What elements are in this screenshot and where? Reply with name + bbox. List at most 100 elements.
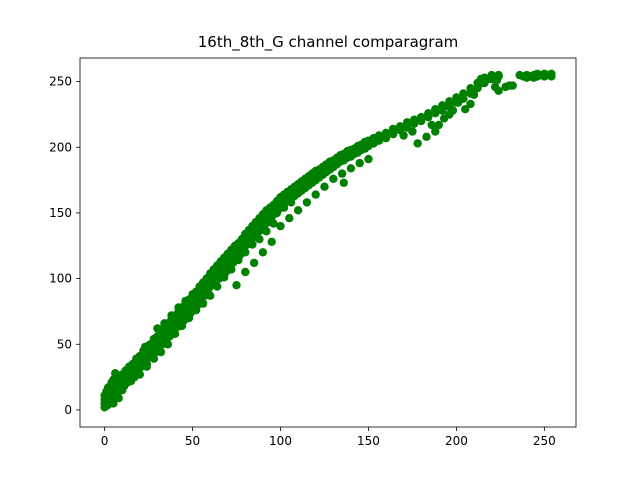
scatter-point xyxy=(170,329,180,338)
scatter-point xyxy=(114,393,123,403)
scatter-point xyxy=(508,81,517,90)
scatter-point xyxy=(494,86,503,96)
scatter-point xyxy=(374,131,384,140)
scatter-point xyxy=(198,299,208,308)
scatter-point xyxy=(265,216,275,225)
x-tick-label: 0 xyxy=(101,434,109,448)
scatter-point xyxy=(427,120,436,130)
x-tick-label: 250 xyxy=(533,434,556,448)
scatter-point xyxy=(381,128,391,138)
scatter-point xyxy=(258,221,268,231)
scatter-point xyxy=(209,267,218,277)
scatter-point xyxy=(220,273,229,282)
scatter-point xyxy=(454,98,463,107)
y-tick-label: 150 xyxy=(49,206,72,220)
scatter-point xyxy=(399,131,408,140)
scatter-point xyxy=(258,248,268,257)
scatter-point xyxy=(466,84,475,93)
scatter-point xyxy=(395,122,405,131)
scatter-point xyxy=(188,290,197,299)
scatter-point xyxy=(286,198,296,207)
scatter-point xyxy=(249,258,259,268)
scatter-point xyxy=(388,124,398,134)
scatter-point xyxy=(174,303,183,312)
scatter-point xyxy=(195,282,204,291)
scatter-point xyxy=(156,347,166,357)
scatter-point xyxy=(302,198,312,207)
x-tick-label: 50 xyxy=(185,434,200,448)
y-tick-label: 200 xyxy=(49,140,72,154)
scatter-point xyxy=(320,182,329,191)
scatter-point xyxy=(244,232,254,241)
x-tick-label: 200 xyxy=(445,434,468,448)
x-tick-label: 100 xyxy=(269,434,292,448)
scatter-points xyxy=(100,69,556,412)
scatter-point xyxy=(241,248,250,257)
scatter-point xyxy=(206,291,215,300)
scatter-point xyxy=(135,370,144,379)
axes-frame xyxy=(79,57,577,428)
scatter-point xyxy=(413,139,422,148)
scatter-point xyxy=(276,221,285,231)
scatter-point xyxy=(311,190,320,199)
scatter-point xyxy=(483,74,493,84)
y-tick-label: 100 xyxy=(49,272,72,286)
scatter-point xyxy=(459,89,468,98)
scatter-point xyxy=(529,73,538,82)
scatter-point xyxy=(337,169,347,178)
scatter-point xyxy=(466,99,475,109)
scatter-point xyxy=(438,101,447,110)
scatter-point xyxy=(216,261,225,270)
scatter-point xyxy=(417,112,426,122)
scatter-point xyxy=(434,120,443,130)
chart-title: 16th_8th_G channel comparagram xyxy=(197,33,459,51)
x-tick-label: 150 xyxy=(357,434,380,448)
scatter-point xyxy=(422,132,431,141)
scatter-point xyxy=(223,254,232,264)
scatter-point xyxy=(267,237,276,246)
scatter-point xyxy=(160,319,169,328)
scatter-point xyxy=(237,240,246,249)
scatter-point xyxy=(181,296,190,306)
scatter-point xyxy=(109,399,118,408)
scatter-point xyxy=(167,311,176,320)
scatter-point xyxy=(184,313,194,323)
axes: 0 50 100 150 200 250 0 50 100 150 200 250 xyxy=(49,57,577,448)
scatter-point xyxy=(279,203,289,212)
scatter-point xyxy=(364,154,373,164)
y-tick-label: 50 xyxy=(57,337,72,351)
scatter-point xyxy=(402,118,412,127)
scatter-point xyxy=(202,274,211,283)
scatter-point xyxy=(241,267,250,277)
scatter-point xyxy=(142,362,151,371)
scatter-point xyxy=(329,174,338,183)
scatter-point xyxy=(424,109,433,118)
y-tick-label: 0 xyxy=(64,403,72,417)
scatter-point xyxy=(191,305,201,315)
scatter-point xyxy=(540,69,549,79)
scatter-point xyxy=(469,90,479,100)
scatter-point xyxy=(163,340,173,349)
scatter-point xyxy=(448,106,458,115)
scatter-point xyxy=(346,164,356,173)
scatter-point xyxy=(232,281,241,290)
scatter-point xyxy=(408,127,417,136)
scatter-point xyxy=(213,282,222,291)
scatter-point xyxy=(255,235,264,244)
scatter-point xyxy=(230,248,239,257)
scatter-point xyxy=(153,324,162,333)
scatter-point xyxy=(227,265,236,274)
scatter-point xyxy=(410,115,419,124)
scatter-point xyxy=(251,227,261,236)
scatter-point xyxy=(431,127,440,136)
scatter-point xyxy=(522,73,531,82)
scatter-point xyxy=(461,105,470,114)
scatter-point xyxy=(234,256,243,265)
scatter-point xyxy=(339,178,348,187)
scatter-point xyxy=(445,97,454,106)
scatter-point xyxy=(285,214,294,223)
scatter-point xyxy=(492,76,502,85)
y-tick-label: 250 xyxy=(49,75,72,89)
